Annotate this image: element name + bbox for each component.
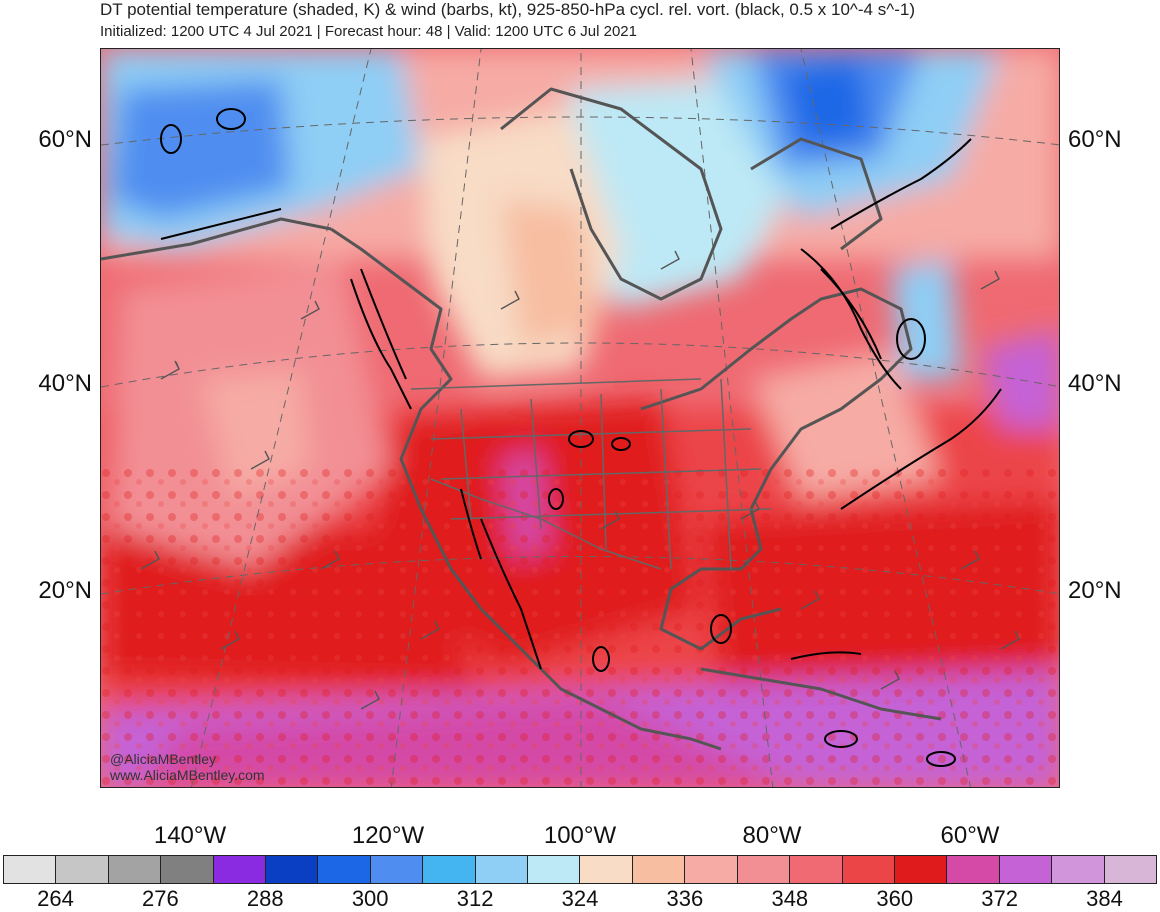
- lon-label-120w: 120°W: [351, 822, 425, 849]
- lat-label-60n-left: 60°N: [38, 126, 92, 153]
- colorbar-swatch: [947, 856, 1000, 883]
- colorbar-swatch: [790, 856, 843, 883]
- colorbar-tick-label: 360: [876, 886, 914, 911]
- colorbar-swatch: [213, 856, 267, 883]
- colorbar-tick-label: 384: [1086, 886, 1123, 911]
- graticule: [101, 49, 1059, 787]
- lon-label-60w: 60°W: [940, 822, 1000, 849]
- credit-site: www.AliciaMBentley.com: [110, 767, 265, 783]
- colorbar: [3, 855, 1157, 884]
- colorbar-swatch: [894, 856, 948, 883]
- colorbar-swatch: [108, 856, 162, 883]
- colorbar-swatch: [685, 856, 738, 883]
- lat-label-40n-left: 40°N: [38, 370, 92, 397]
- colorbar-tick-label: 264: [37, 886, 74, 911]
- colorbar-swatch: [580, 856, 633, 883]
- coastlines: [101, 87, 942, 751]
- colorbar-tick-label: 372: [981, 886, 1018, 911]
- lon-label-80w: 80°W: [742, 822, 802, 849]
- lon-label-140w: 140°W: [153, 822, 227, 849]
- colorbar-swatch: [423, 856, 476, 883]
- colorbar-swatch: [266, 856, 319, 883]
- chart-title: DT potential temperature (shaded, K) & w…: [100, 0, 915, 19]
- colorbar-swatch: [842, 856, 895, 883]
- colorbar-swatch: [370, 856, 424, 883]
- colorbar-swatch: [161, 856, 214, 883]
- weather-map: [101, 49, 1059, 787]
- colorbar-tick-label: 348: [771, 886, 809, 911]
- colorbar-swatch: [632, 856, 686, 883]
- lon-label-100w: 100°W: [543, 822, 617, 849]
- lat-label-60n-right: 60°N: [1068, 126, 1122, 153]
- colorbar-swatch: [528, 856, 581, 883]
- colorbar-tick-label: 324: [561, 886, 599, 911]
- colorbar-swatch: [475, 856, 529, 883]
- colorbar-tick-label: 300: [351, 886, 389, 911]
- colorbar-tick-label: 276: [142, 886, 179, 911]
- credit-handle: @AliciaMBentley: [110, 751, 217, 767]
- colorbar-swatch: [4, 856, 57, 883]
- wind-barbs: [140, 250, 1020, 710]
- chart-subtitle: Initialized: 1200 UTC 4 Jul 2021 | Forec…: [100, 23, 637, 40]
- borders: [410, 378, 772, 570]
- lat-label-40n-right: 40°N: [1068, 370, 1122, 397]
- map-panel: [100, 48, 1060, 788]
- colorbar-tick-label: 312: [456, 886, 494, 911]
- colorbar-swatch: [56, 856, 109, 883]
- vorticity-contours: [160, 108, 1002, 767]
- colorbar-swatch: [1052, 856, 1105, 883]
- colorbar-swatch: [999, 856, 1053, 883]
- lat-label-20n-left: 20°N: [38, 577, 92, 604]
- colorbar-swatch: [1104, 856, 1156, 883]
- colorbar-tick-label: 336: [666, 886, 704, 911]
- colorbar-swatch: [318, 856, 371, 883]
- colorbar-tick-label: 288: [246, 886, 284, 911]
- lat-label-20n-right: 20°N: [1068, 577, 1122, 604]
- colorbar-swatch: [737, 856, 791, 883]
